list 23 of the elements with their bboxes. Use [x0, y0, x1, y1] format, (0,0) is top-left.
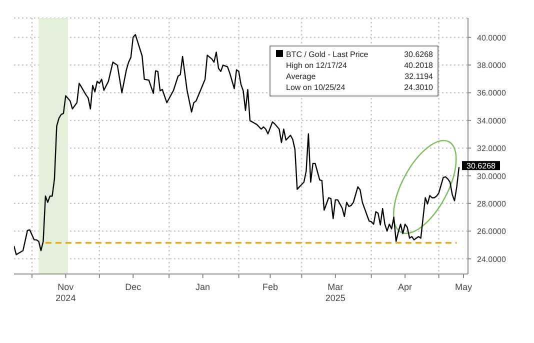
y-tick-label: 24.0000 [477, 254, 506, 264]
x-tick-label: May [454, 282, 472, 292]
y-tick-label: 26.0000 [477, 227, 506, 236]
line-series [14, 34, 460, 256]
y-tick-label: 28.0000 [477, 199, 506, 208]
y-tick-label: 38.0000 [477, 61, 506, 70]
x-tick-label: Jan [196, 282, 210, 292]
y-tick-label: 34.0000 [477, 116, 506, 126]
x-tick-label: Feb [262, 282, 278, 292]
text: Low on 10/25/24 24.3010 [286, 83, 433, 92]
x-tick-label: Mar 2025 [325, 282, 346, 303]
x-tick-label: Nov 2024 [56, 282, 76, 303]
legend-label: BTC / Gold - Last Price [286, 50, 369, 59]
y-tick-label: 30.0000 [477, 172, 506, 181]
y-tick-label: 40.0000 [477, 33, 506, 42]
y-tick-label: 36.0000 [477, 88, 506, 98]
text: High on 12/17/24 40.2018 [286, 61, 433, 70]
y-tick-label: 32.0000 [477, 144, 506, 154]
text: Average 32.1194 [286, 72, 433, 81]
x-tick-label: Apr [398, 282, 412, 292]
x-tick-label: Dec [125, 282, 142, 292]
data-label: 30.6268 [466, 162, 496, 171]
text: 30.6268 [404, 50, 433, 59]
